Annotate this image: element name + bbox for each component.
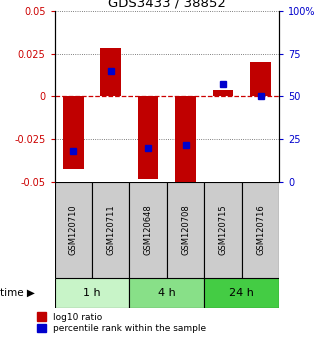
Text: 24 h: 24 h — [230, 288, 254, 298]
Bar — [55, 182, 92, 278]
Title: GDS3433 / 38852: GDS3433 / 38852 — [108, 0, 226, 10]
Bar — [92, 182, 129, 278]
Bar — [204, 182, 242, 278]
Bar — [167, 182, 204, 278]
Text: GSM120716: GSM120716 — [256, 205, 265, 256]
Text: GSM120711: GSM120711 — [106, 205, 115, 256]
Text: 1 h: 1 h — [83, 288, 101, 298]
Bar — [250, 62, 271, 96]
Text: 4 h: 4 h — [158, 288, 176, 298]
Text: time ▶: time ▶ — [0, 288, 35, 298]
Legend: log10 ratio, percentile rank within the sample: log10 ratio, percentile rank within the … — [37, 313, 206, 333]
Bar — [129, 182, 167, 278]
Bar — [63, 96, 83, 169]
Bar — [204, 278, 279, 308]
Bar — [100, 48, 121, 96]
Bar — [242, 182, 279, 278]
Text: GSM120648: GSM120648 — [144, 205, 153, 256]
Text: GSM120715: GSM120715 — [219, 205, 228, 256]
Text: GSM120710: GSM120710 — [69, 205, 78, 256]
Bar — [129, 278, 204, 308]
Text: GSM120708: GSM120708 — [181, 205, 190, 256]
Bar — [213, 90, 233, 96]
Bar — [138, 96, 159, 179]
Bar — [175, 96, 196, 189]
Bar — [55, 278, 129, 308]
